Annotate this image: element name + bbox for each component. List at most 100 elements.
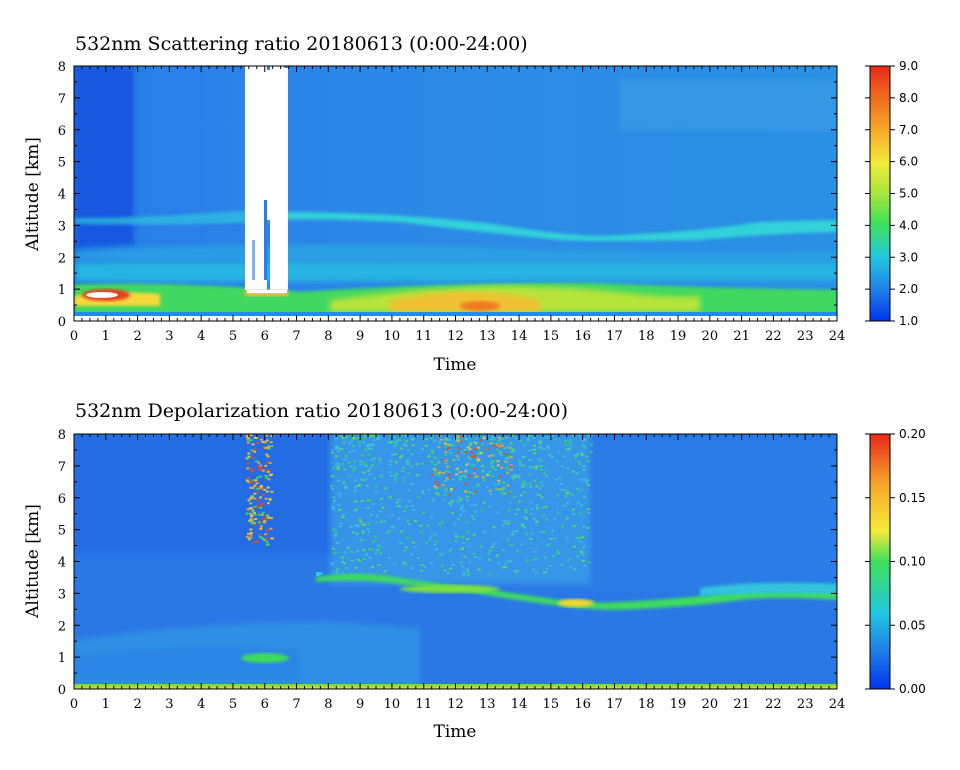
- noise-speck: [453, 523, 457, 526]
- noise-speck: [462, 573, 466, 576]
- noise-speck: [361, 523, 365, 526]
- noise-speck-hot: [257, 467, 261, 470]
- noise-speck: [457, 443, 461, 446]
- noise-speck: [576, 555, 580, 558]
- noise-speck: [460, 505, 464, 508]
- noise-speck: [481, 443, 485, 446]
- noise-speck: [524, 508, 528, 511]
- noise-speck-hot: [490, 475, 494, 478]
- noise-speck: [408, 500, 412, 503]
- noise-speck: [338, 525, 342, 528]
- noise-speck: [518, 462, 522, 465]
- noise-speck-hot: [259, 496, 263, 499]
- noise-speck: [536, 536, 540, 539]
- noise-speck-hot: [246, 457, 250, 460]
- noise-speck: [478, 450, 482, 453]
- colorbar-tick-label: 9.0: [899, 59, 918, 73]
- noise-speck: [350, 559, 354, 562]
- x-tick-label: 23: [797, 697, 814, 712]
- noise-speck-hot: [268, 474, 272, 477]
- noise-speck: [576, 460, 580, 463]
- noise-speck: [552, 556, 556, 559]
- noise-speck-hot: [252, 512, 256, 515]
- noise-speck: [488, 470, 492, 473]
- noise-speck: [390, 525, 394, 528]
- noise-speck: [352, 469, 356, 472]
- noise-speck: [420, 563, 424, 566]
- noise-speck: [582, 546, 586, 549]
- noise-speck: [464, 487, 468, 490]
- noise-speck: [575, 536, 579, 539]
- noise-speck: [585, 455, 589, 458]
- noise-speck: [518, 500, 522, 503]
- noise-speck: [579, 549, 583, 552]
- noise-speck: [528, 459, 532, 462]
- noise-speck: [522, 464, 526, 467]
- noise-speck: [330, 449, 334, 452]
- noise-speck-hot: [247, 452, 251, 455]
- noise-speck: [399, 434, 403, 437]
- x-tick-label: 7: [292, 329, 300, 344]
- noise-speck: [533, 452, 537, 455]
- noise-speck: [470, 462, 474, 465]
- noise-speck: [541, 436, 545, 439]
- noise-speck-hot: [266, 537, 270, 540]
- noise-speck: [460, 565, 464, 568]
- noise-speck: [511, 476, 515, 479]
- y-tick-label: 6: [58, 124, 66, 139]
- noise-speck: [571, 436, 575, 439]
- noise-speck: [359, 465, 363, 468]
- noise-speck: [580, 452, 584, 455]
- noise-speck: [348, 451, 352, 454]
- noise-speck: [550, 435, 554, 438]
- noise-speck: [527, 449, 531, 452]
- noise-speck: [439, 556, 443, 559]
- noise-speck: [454, 468, 458, 471]
- noise-speck: [540, 465, 544, 468]
- x-tick-label: 21: [733, 329, 750, 344]
- noise-speck: [362, 471, 366, 474]
- noise-speck: [452, 492, 456, 495]
- noise-speck: [533, 550, 537, 553]
- x-tick-label: 18: [638, 697, 655, 712]
- noise-speck: [368, 556, 372, 559]
- noise-speck: [389, 460, 393, 463]
- noise-speck: [362, 440, 366, 443]
- noise-speck: [368, 499, 372, 502]
- noise-speck: [523, 444, 527, 447]
- noise-speck: [571, 470, 575, 473]
- noise-speck: [366, 445, 370, 448]
- y-tick-label: 3: [58, 219, 66, 234]
- noise-speck: [400, 530, 404, 533]
- noise-speck-hot: [256, 476, 260, 479]
- noise-speck: [557, 450, 561, 453]
- noise-speck: [378, 551, 382, 554]
- noise-speck: [368, 548, 372, 551]
- noise-speck: [360, 454, 364, 457]
- noise-speck: [511, 533, 515, 536]
- noise-speck: [373, 457, 377, 460]
- noise-speck: [336, 443, 340, 446]
- noise-speck: [366, 499, 370, 502]
- noise-speck: [538, 440, 542, 443]
- noise-speck: [524, 517, 528, 520]
- noise-speck: [558, 476, 562, 479]
- noise-speck: [337, 447, 341, 450]
- noise-speck: [421, 448, 425, 451]
- noise-speck: [365, 477, 369, 480]
- noise-speck: [357, 434, 361, 437]
- noise-speck: [444, 469, 448, 472]
- noise-speck: [564, 439, 568, 442]
- noise-speck-hot: [268, 498, 272, 501]
- noise-speck-hot: [266, 468, 270, 471]
- noise-speck-hot: [264, 518, 268, 521]
- x-tick-label: 23: [797, 329, 814, 344]
- noise-speck: [467, 573, 471, 576]
- noise-speck-hot: [433, 472, 437, 475]
- noise-speck: [389, 434, 393, 437]
- noise-speck-hot: [250, 449, 254, 452]
- noise-speck: [540, 496, 544, 499]
- noise-speck-hot: [250, 480, 254, 483]
- noise-speck: [370, 464, 374, 467]
- noise-speck: [539, 448, 543, 451]
